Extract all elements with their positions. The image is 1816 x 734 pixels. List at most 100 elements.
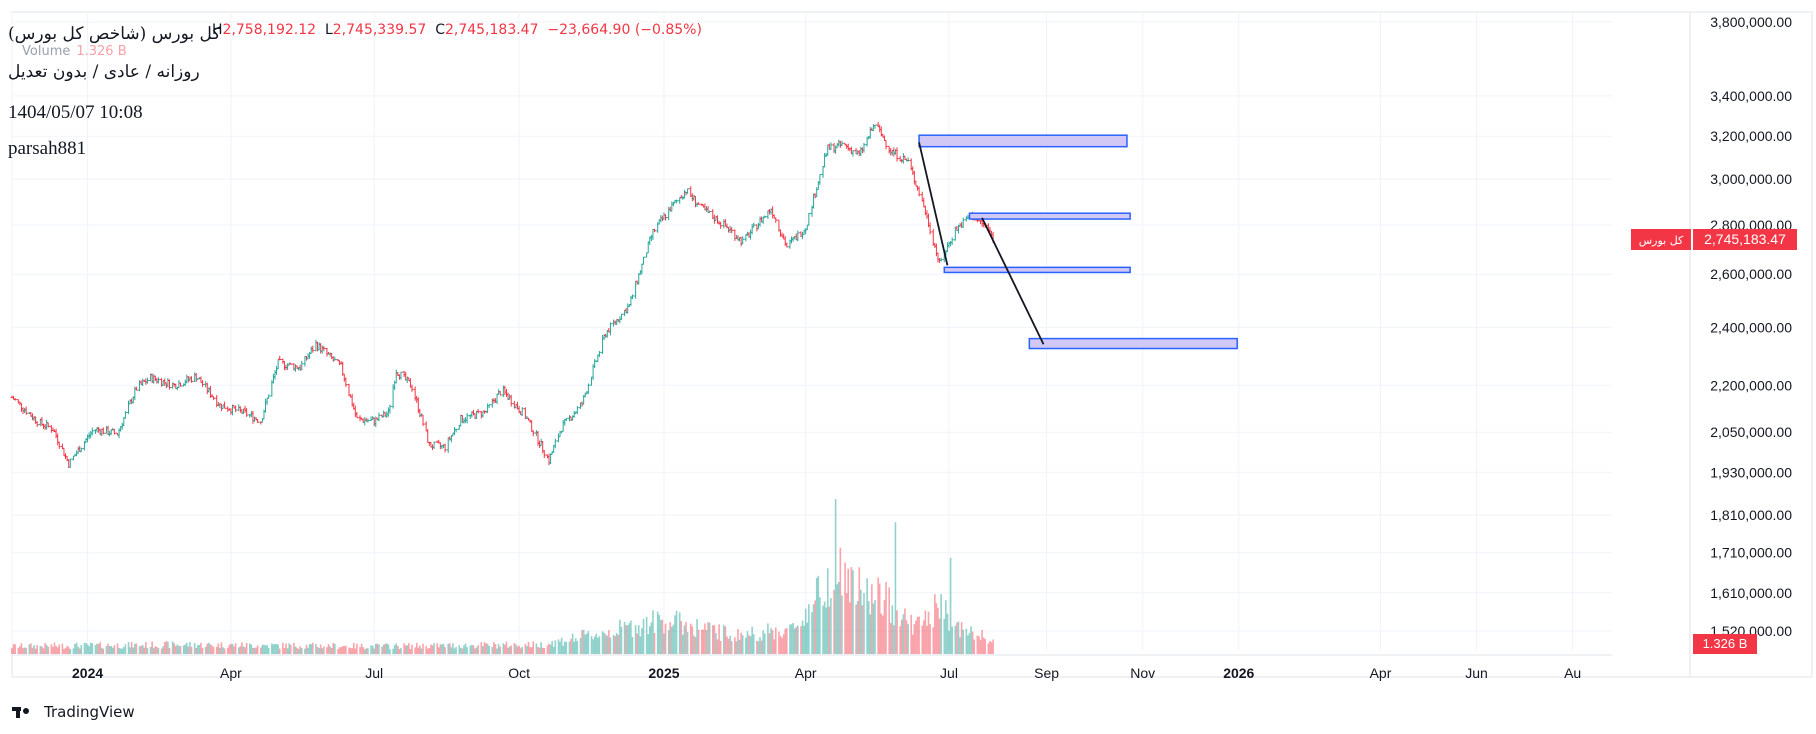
volume-bar bbox=[530, 647, 533, 654]
volume-bar bbox=[184, 644, 187, 654]
high-value: 2,758,192.12 bbox=[222, 22, 317, 38]
volume-bar bbox=[716, 639, 719, 654]
volume-bar bbox=[348, 647, 350, 654]
zone-rectangle[interactable] bbox=[1028, 337, 1238, 350]
volume-bar bbox=[723, 624, 725, 654]
volume-bar bbox=[208, 642, 210, 654]
volume-bar bbox=[406, 645, 409, 654]
volume-bar bbox=[697, 629, 700, 654]
drawings[interactable] bbox=[918, 134, 1238, 350]
volume-bar bbox=[415, 642, 418, 654]
volume-bar bbox=[817, 575, 820, 654]
volume-bar bbox=[889, 623, 892, 654]
volume-bar bbox=[241, 642, 243, 654]
volume-bar bbox=[852, 570, 854, 654]
zone-rectangle[interactable] bbox=[918, 134, 1128, 148]
volume-bar bbox=[234, 643, 237, 654]
volume-bar bbox=[559, 641, 561, 654]
volume-bar bbox=[593, 636, 596, 654]
volume-bar bbox=[685, 621, 687, 654]
volume-bar bbox=[804, 608, 807, 654]
volume-bar bbox=[678, 612, 681, 654]
price-tick-label: 3,400,000.00 bbox=[1710, 88, 1792, 104]
volume-bar bbox=[14, 644, 16, 654]
volume-bar bbox=[162, 646, 164, 654]
volume-bar bbox=[266, 645, 268, 654]
volume-bar bbox=[149, 646, 152, 654]
volume-bar bbox=[951, 626, 953, 654]
volume-bar bbox=[244, 647, 246, 654]
volume-bar bbox=[33, 645, 35, 654]
volume-bar bbox=[334, 643, 336, 654]
volume-bar bbox=[55, 646, 57, 654]
price-axis[interactable]: 3,800,000.00 3,400,000.00 3,200,000.00 3,00… bbox=[1710, 14, 1792, 639]
volume-bar bbox=[737, 629, 739, 654]
volume-bar bbox=[579, 637, 582, 654]
volume-bar bbox=[330, 648, 333, 654]
price-tick-label: 2,050,000.00 bbox=[1710, 424, 1792, 440]
volume-bar bbox=[992, 639, 994, 654]
volume-bar bbox=[436, 643, 438, 654]
volume-bar bbox=[763, 633, 766, 654]
volume-bar bbox=[387, 644, 390, 654]
volume-bar bbox=[812, 604, 815, 654]
volume-bar bbox=[294, 646, 297, 654]
volume-bars bbox=[11, 499, 994, 654]
volume-bar bbox=[834, 499, 837, 654]
volume-bar bbox=[182, 645, 185, 654]
volume-bar bbox=[552, 646, 555, 654]
volume-bar bbox=[847, 568, 850, 654]
volume-bar bbox=[351, 648, 353, 654]
zone-rectangle[interactable] bbox=[943, 266, 1131, 274]
volume-bar bbox=[828, 606, 831, 654]
volume-bar bbox=[193, 643, 196, 654]
volume-bar bbox=[135, 643, 138, 654]
volume-bar bbox=[658, 614, 661, 654]
volume-bar bbox=[343, 646, 346, 654]
tradingview-branding[interactable]: TradingView bbox=[12, 703, 135, 721]
volume-bar bbox=[965, 628, 968, 654]
volume-bar bbox=[612, 634, 615, 654]
volume-bar bbox=[694, 637, 697, 654]
volume-bar bbox=[800, 626, 802, 654]
volume-bar bbox=[521, 646, 524, 654]
volume-bar bbox=[316, 646, 319, 654]
volume-bar bbox=[661, 619, 664, 654]
volume-bar bbox=[693, 635, 695, 654]
volume-bar bbox=[957, 621, 960, 654]
volume-bar bbox=[808, 604, 810, 654]
volume-bar bbox=[472, 645, 475, 654]
volume-bar bbox=[86, 644, 89, 654]
volume-bar bbox=[17, 647, 20, 654]
volume-bar bbox=[708, 622, 711, 654]
volume-bar bbox=[565, 641, 568, 654]
volume-bar bbox=[795, 627, 798, 654]
price-tag-name-bg bbox=[1631, 229, 1691, 250]
volume-bar bbox=[960, 622, 963, 654]
volume-bar bbox=[574, 638, 577, 654]
volume-bar bbox=[656, 611, 659, 654]
volume-bar bbox=[466, 647, 468, 654]
time-tick-label: Apr bbox=[1370, 665, 1392, 681]
volume-bar bbox=[195, 647, 198, 654]
volume-bar bbox=[271, 643, 273, 654]
volume-bar bbox=[113, 645, 116, 654]
trend-line[interactable] bbox=[981, 217, 1045, 345]
volume-bar bbox=[441, 644, 443, 654]
volume-bar bbox=[900, 619, 903, 654]
volume-bar bbox=[200, 642, 202, 654]
volume-bar bbox=[66, 645, 68, 654]
volume-bar bbox=[620, 626, 623, 654]
volume-bar bbox=[631, 637, 634, 654]
trend-line[interactable] bbox=[918, 142, 949, 266]
volume-bar bbox=[363, 649, 366, 654]
volume-bar bbox=[745, 637, 747, 654]
close-label: C bbox=[435, 22, 445, 38]
zone-rectangle[interactable] bbox=[968, 212, 1131, 220]
volume-bar bbox=[987, 643, 990, 654]
volume-bar bbox=[414, 647, 416, 654]
time-axis[interactable]: 2024 Apr Jul Oct 2025 Apr Jul Sep Nov 2026 Apr Jun A… bbox=[72, 665, 1581, 681]
volume-bar bbox=[332, 643, 335, 654]
volume-bar bbox=[540, 642, 542, 654]
